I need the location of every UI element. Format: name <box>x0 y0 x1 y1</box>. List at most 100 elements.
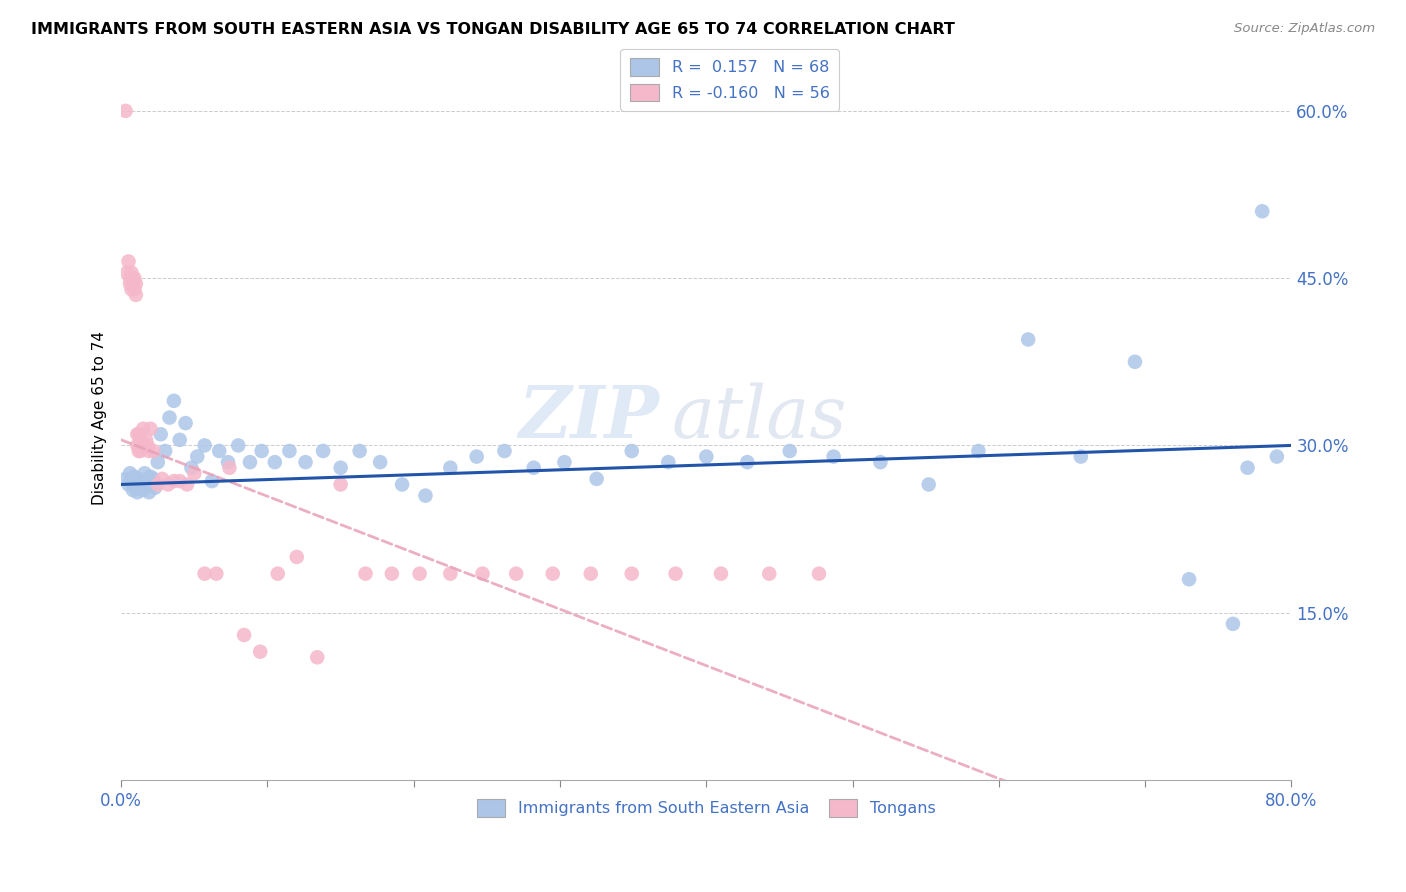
Point <box>579 566 602 581</box>
Point <box>665 566 688 581</box>
Point <box>132 483 155 497</box>
Point <box>620 566 643 581</box>
Point <box>125 288 148 302</box>
Point <box>408 566 430 581</box>
Point <box>505 566 527 581</box>
Point <box>138 485 160 500</box>
Point <box>180 460 202 475</box>
Point <box>208 444 231 458</box>
Point <box>125 477 148 491</box>
Point <box>553 455 575 469</box>
Point <box>169 474 191 488</box>
Point <box>737 455 759 469</box>
Point <box>217 455 239 469</box>
Point <box>120 266 142 280</box>
Point <box>124 469 146 483</box>
Point <box>263 455 285 469</box>
Point <box>176 477 198 491</box>
Point <box>142 472 165 486</box>
Y-axis label: Disability Age 65 to 74: Disability Age 65 to 74 <box>93 331 107 505</box>
Point <box>124 271 146 285</box>
Point <box>114 103 136 118</box>
Point <box>127 485 149 500</box>
Point <box>128 472 150 486</box>
Point <box>135 433 157 447</box>
Point <box>134 467 156 481</box>
Point <box>249 645 271 659</box>
Point <box>285 549 308 564</box>
Point <box>159 410 181 425</box>
Point <box>312 444 335 458</box>
Point <box>122 277 145 291</box>
Point <box>143 481 166 495</box>
Point <box>1236 460 1258 475</box>
Point <box>1265 450 1288 464</box>
Point <box>869 455 891 469</box>
Point <box>127 438 149 452</box>
Point <box>415 489 437 503</box>
Point <box>139 422 162 436</box>
Point <box>129 433 152 447</box>
Point <box>329 477 352 491</box>
Point <box>129 444 152 458</box>
Point <box>349 444 371 458</box>
Point <box>131 438 153 452</box>
Point <box>250 444 273 458</box>
Point <box>1251 204 1274 219</box>
Point <box>129 481 152 495</box>
Point <box>307 650 329 665</box>
Point <box>205 566 228 581</box>
Point <box>471 566 494 581</box>
Point <box>294 455 316 469</box>
Point <box>135 474 157 488</box>
Point <box>368 455 391 469</box>
Point <box>1178 572 1201 586</box>
Point <box>118 277 141 291</box>
Point <box>128 427 150 442</box>
Point <box>194 438 217 452</box>
Point <box>226 438 249 452</box>
Text: Source: ZipAtlas.com: Source: ZipAtlas.com <box>1234 22 1375 36</box>
Point <box>657 455 679 469</box>
Legend: Immigrants from South Eastern Asia, Tongans: Immigrants from South Eastern Asia, Tong… <box>467 789 946 826</box>
Point <box>1070 450 1092 464</box>
Point <box>127 427 149 442</box>
Point <box>967 444 990 458</box>
Point <box>439 460 461 475</box>
Point <box>1222 616 1244 631</box>
Point <box>278 444 301 458</box>
Point <box>1017 333 1039 347</box>
Point <box>122 483 145 497</box>
Text: atlas: atlas <box>671 383 846 453</box>
Point <box>174 416 197 430</box>
Point <box>620 444 643 458</box>
Point <box>201 474 224 488</box>
Point <box>131 474 153 488</box>
Point <box>134 438 156 452</box>
Point <box>186 450 208 464</box>
Point <box>807 566 830 581</box>
Point <box>149 427 172 442</box>
Point <box>118 467 141 481</box>
Point <box>120 282 142 296</box>
Point <box>163 393 186 408</box>
Point <box>183 467 205 481</box>
Point <box>1123 355 1146 369</box>
Point <box>779 444 801 458</box>
Point <box>117 254 139 268</box>
Point <box>117 477 139 491</box>
Point <box>541 566 564 581</box>
Point <box>695 450 717 464</box>
Point <box>585 472 607 486</box>
Point <box>329 460 352 475</box>
Point <box>710 566 733 581</box>
Point <box>128 444 150 458</box>
Point <box>381 566 404 581</box>
Point <box>146 455 169 469</box>
Point <box>823 450 845 464</box>
Point <box>122 271 145 285</box>
Point <box>233 628 256 642</box>
Point <box>439 566 461 581</box>
Point <box>391 477 413 491</box>
Point <box>124 282 146 296</box>
